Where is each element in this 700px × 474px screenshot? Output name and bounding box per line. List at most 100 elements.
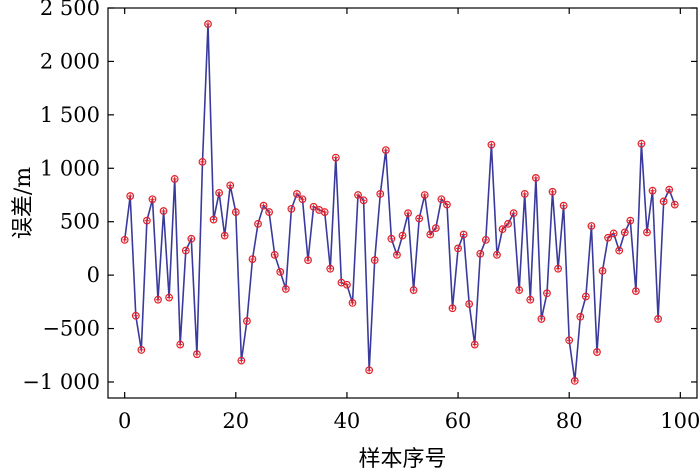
data-point — [181, 246, 190, 255]
data-point — [637, 139, 646, 148]
data-point — [393, 250, 401, 259]
data-point — [670, 200, 679, 209]
data-point — [437, 195, 446, 204]
data-point — [320, 208, 329, 216]
data-point — [287, 204, 296, 213]
x-axis-label: 样本序号 — [358, 447, 446, 472]
data-point — [142, 216, 151, 225]
data-point — [593, 348, 601, 356]
data-point — [581, 292, 590, 301]
data-point — [431, 224, 440, 233]
x-tick-label: 60 — [445, 409, 472, 433]
data-point — [331, 153, 340, 162]
data-point — [376, 190, 385, 198]
x-tick-label: 80 — [556, 409, 583, 433]
plot-frame — [107, 7, 698, 399]
data-point — [154, 295, 162, 304]
x-tick-label: 20 — [222, 409, 249, 433]
data-point — [526, 295, 535, 304]
data-point — [454, 244, 462, 253]
data-point — [254, 219, 262, 228]
data-point — [309, 202, 318, 211]
data-point — [204, 20, 212, 28]
data-point — [481, 235, 490, 244]
x-tick-labels: 0 20 40 60 80 100 — [118, 409, 700, 433]
data-point — [170, 175, 179, 183]
data-point — [370, 256, 379, 265]
data-point — [231, 208, 240, 216]
data-point — [576, 312, 585, 321]
data-point — [398, 231, 407, 240]
axis-ticks — [108, 7, 697, 398]
y-tick-label: 1 500 — [40, 103, 100, 127]
data-point — [615, 246, 624, 255]
data-point — [426, 230, 435, 239]
data-point — [443, 200, 451, 209]
data-point — [137, 346, 146, 354]
data-point — [226, 181, 235, 190]
data-point — [298, 195, 307, 204]
data-point — [448, 304, 457, 313]
data-point — [531, 173, 540, 182]
data-point-markers — [120, 20, 679, 385]
data-point — [493, 250, 501, 259]
data-point — [126, 192, 135, 200]
data-point — [237, 356, 246, 365]
y-tick-labels: −1 000 −500 0 500 1 000 1 500 2 000 2 500 — [22, 0, 100, 394]
data-point — [515, 286, 524, 294]
data-point — [159, 207, 168, 215]
data-point — [559, 201, 568, 210]
x-tick-label: 100 — [660, 409, 700, 433]
data-point — [459, 230, 468, 239]
data-point — [476, 249, 485, 258]
data-point — [381, 146, 390, 155]
data-point — [343, 280, 351, 289]
data-point — [598, 266, 607, 275]
data-point — [648, 186, 657, 195]
data-point — [165, 293, 174, 302]
data-point — [265, 208, 274, 216]
x-tick-label: 40 — [334, 409, 361, 433]
data-point — [520, 190, 529, 198]
y-tick-label: 2 500 — [40, 0, 100, 20]
data-point — [537, 315, 546, 323]
data-point — [120, 235, 129, 244]
data-point — [654, 315, 663, 323]
data-point — [420, 191, 429, 199]
data-point — [415, 214, 424, 223]
data-point — [409, 286, 418, 294]
data-point — [131, 311, 140, 320]
data-point — [293, 190, 301, 198]
data-point — [626, 216, 635, 225]
data-point — [570, 377, 579, 385]
series-line — [123, 23, 676, 382]
data-point — [387, 234, 396, 243]
data-point — [548, 187, 557, 196]
data-point — [148, 195, 157, 204]
data-point — [198, 157, 207, 166]
data-point — [620, 228, 629, 237]
data-point — [354, 191, 362, 199]
data-point — [270, 250, 279, 259]
y-tick-label: 2 000 — [40, 49, 100, 73]
data-point — [631, 287, 640, 296]
data-point — [643, 228, 651, 237]
data-point — [259, 201, 268, 210]
data-point — [465, 300, 474, 308]
data-point — [359, 196, 368, 205]
y-tick-label: 500 — [60, 210, 100, 234]
data-point — [248, 255, 257, 263]
y-tick-label: −1 000 — [22, 370, 100, 394]
data-point — [665, 185, 674, 194]
data-point — [209, 215, 218, 224]
data-point — [304, 256, 312, 265]
y-tick-label: 0 — [87, 263, 100, 287]
data-point — [509, 209, 518, 218]
data-point — [215, 188, 224, 197]
data-point — [504, 219, 512, 228]
data-point — [659, 197, 668, 206]
data-point — [365, 366, 374, 375]
data-point — [243, 317, 251, 325]
data-point — [487, 140, 496, 149]
x-tick-label: 0 — [118, 409, 131, 433]
